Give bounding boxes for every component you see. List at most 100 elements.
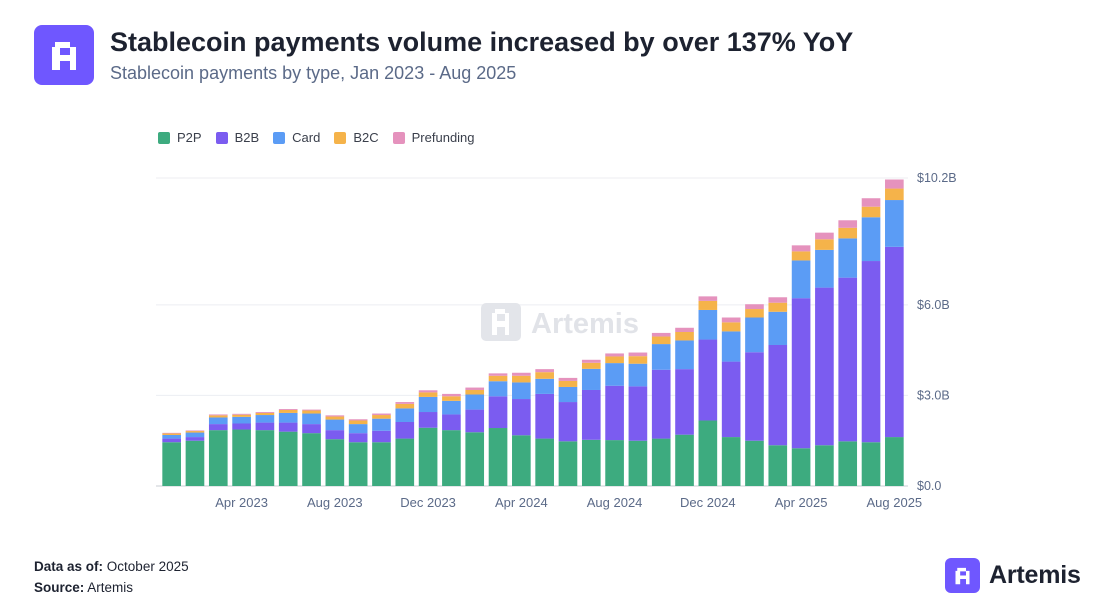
bar-segment-card[interactable] [745, 317, 764, 353]
bar-segment-p2p[interactable] [325, 439, 345, 486]
bar-stack[interactable] [791, 245, 811, 486]
bar-segment-card[interactable] [605, 363, 624, 386]
bar-segment-prefunding[interactable] [255, 412, 275, 413]
bar-stack[interactable] [698, 296, 718, 486]
bar-segment-b2c[interactable] [255, 412, 275, 416]
bar-segment-p2p[interactable] [651, 438, 671, 486]
bar-segment-prefunding[interactable] [675, 327, 694, 332]
bar-segment-p2p[interactable] [581, 439, 601, 486]
bar-stack[interactable] [232, 413, 251, 486]
bar-segment-b2b[interactable] [628, 386, 648, 441]
bar-stack[interactable] [465, 387, 485, 486]
bar-segment-b2c[interactable] [861, 206, 881, 218]
bar-segment-b2b[interactable] [838, 277, 858, 442]
bar-segment-card[interactable] [815, 249, 834, 288]
bar-segment-card[interactable] [535, 378, 554, 394]
bar-segment-b2b[interactable] [558, 402, 578, 442]
bar-segment-b2c[interactable] [325, 416, 345, 420]
bar-segment-prefunding[interactable] [395, 402, 415, 404]
bar-segment-card[interactable] [675, 340, 694, 370]
bar-segment-p2p[interactable] [885, 437, 904, 486]
bar-segment-b2c[interactable] [465, 389, 485, 395]
bar-segment-b2c[interactable] [535, 372, 554, 379]
bar-segment-b2c[interactable] [628, 356, 648, 364]
bar-stack[interactable] [605, 353, 624, 486]
bar-segment-prefunding[interactable] [721, 317, 741, 323]
bar-segment-b2c[interactable] [581, 362, 601, 369]
bar-segment-prefunding[interactable] [838, 220, 858, 228]
bar-stack[interactable] [861, 198, 881, 486]
bar-stack[interactable] [628, 352, 648, 486]
bar-segment-p2p[interactable] [372, 442, 391, 486]
bar-segment-b2b[interactable] [581, 389, 601, 440]
bar-segment-prefunding[interactable] [162, 432, 181, 434]
bar-segment-b2c[interactable] [302, 410, 321, 414]
bar-stack[interactable] [372, 413, 391, 486]
bar-segment-prefunding[interactable] [768, 297, 788, 303]
bar-segment-card[interactable] [558, 386, 578, 403]
bar-segment-b2b[interactable] [885, 246, 904, 438]
bar-stack[interactable] [651, 332, 671, 486]
bar-segment-b2b[interactable] [395, 421, 415, 439]
brand-logo[interactable]: Artemis [945, 558, 1081, 593]
bar-segment-p2p[interactable] [861, 442, 881, 486]
bar-segment-b2c[interactable] [885, 188, 904, 201]
bar-segment-prefunding[interactable] [605, 353, 624, 357]
bar-segment-card[interactable] [302, 413, 321, 425]
bar-segment-p2p[interactable] [208, 430, 228, 486]
bar-stack[interactable] [325, 415, 345, 486]
bar-stack[interactable] [581, 359, 601, 486]
bar-stack[interactable] [535, 369, 554, 486]
bar-segment-b2c[interactable] [698, 300, 718, 310]
bar-segment-b2b[interactable] [488, 396, 508, 429]
bar-segment-p2p[interactable] [628, 440, 648, 486]
bar-segment-b2b[interactable] [721, 361, 741, 438]
bar-segment-p2p[interactable] [465, 432, 485, 486]
bar-segment-b2b[interactable] [442, 414, 461, 431]
bar-segment-p2p[interactable] [512, 435, 531, 486]
bar-segment-b2c[interactable] [488, 375, 508, 382]
bar-segment-b2b[interactable] [651, 369, 671, 439]
bar-segment-b2c[interactable] [208, 415, 228, 418]
bar-segment-b2b[interactable] [698, 339, 718, 421]
bar-segment-p2p[interactable] [162, 442, 181, 486]
bar-segment-card[interactable] [325, 419, 345, 431]
bar-segment-b2b[interactable] [861, 261, 881, 443]
bar-segment-card[interactable] [372, 418, 391, 431]
bar-segment-prefunding[interactable] [745, 304, 764, 310]
bar-stack[interactable] [348, 419, 368, 486]
bar-stack[interactable] [721, 317, 741, 486]
bar-stack[interactable] [255, 412, 275, 486]
bar-segment-prefunding[interactable] [302, 409, 321, 411]
bar-segment-b2b[interactable] [302, 424, 321, 434]
bar-segment-prefunding[interactable] [465, 387, 485, 390]
bar-segment-prefunding[interactable] [581, 359, 601, 363]
legend-item-b2b[interactable]: B2B [215, 130, 259, 145]
bar-segment-prefunding[interactable] [535, 369, 554, 373]
bar-segment-p2p[interactable] [605, 440, 624, 486]
bar-stack[interactable] [768, 297, 788, 486]
bar-segment-b2b[interactable] [278, 422, 298, 432]
bar-segment-card[interactable] [628, 363, 648, 387]
legend-item-p2p[interactable]: P2P [158, 130, 202, 145]
bar-segment-card[interactable] [838, 238, 858, 278]
bar-segment-card[interactable] [255, 415, 275, 423]
bar-stack[interactable] [185, 430, 205, 486]
bar-segment-b2b[interactable] [512, 399, 531, 436]
bar-segment-p2p[interactable] [302, 433, 321, 486]
legend-item-card[interactable]: Card [273, 130, 320, 145]
bar-segment-b2b[interactable] [348, 433, 368, 443]
bar-segment-card[interactable] [348, 424, 368, 434]
bar-segment-p2p[interactable] [698, 420, 718, 486]
bar-segment-card[interactable] [885, 200, 904, 247]
bar-stack[interactable] [418, 390, 438, 486]
bar-segment-card[interactable] [162, 434, 181, 439]
bar-segment-prefunding[interactable] [651, 332, 671, 337]
bar-segment-b2b[interactable] [185, 437, 205, 441]
bar-segment-p2p[interactable] [395, 438, 415, 486]
legend-item-prefunding[interactable]: Prefunding [392, 130, 475, 145]
bar-segment-prefunding[interactable] [698, 296, 718, 301]
bar-segment-prefunding[interactable] [442, 393, 461, 397]
bar-segment-card[interactable] [208, 417, 228, 425]
bar-stack[interactable] [558, 377, 578, 486]
